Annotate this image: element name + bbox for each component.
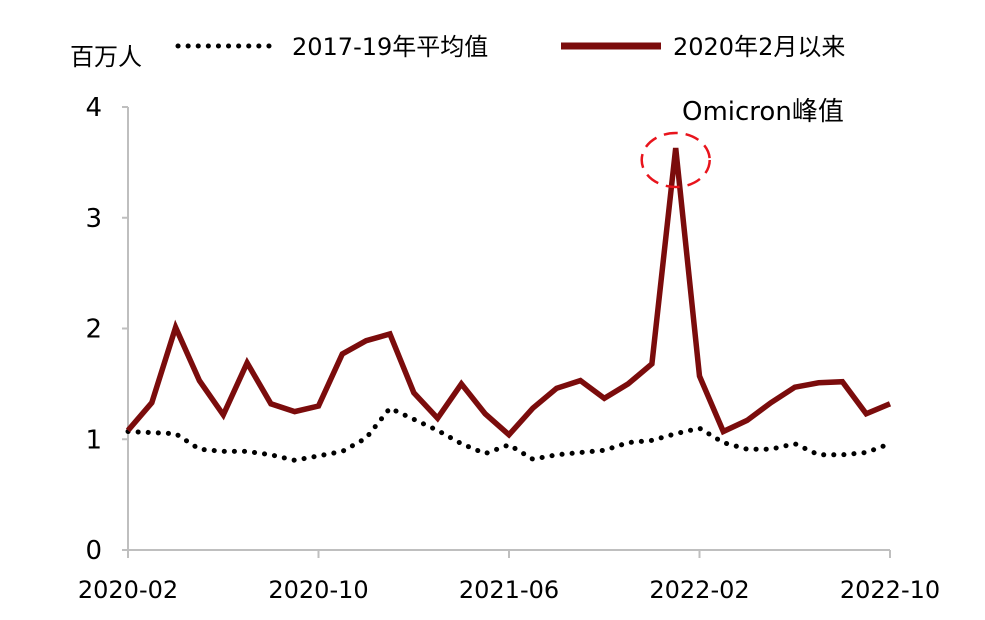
y-tick-label: 4	[85, 93, 102, 123]
x-tick-label: 2022-10	[840, 576, 940, 604]
y-tick-label: 2	[85, 315, 102, 345]
x-tick-label: 2022-02	[649, 576, 749, 604]
omicron-peak-marker	[640, 131, 711, 189]
legend-label-average: 2017-19年平均值	[292, 33, 488, 61]
series-line-average	[125, 405, 893, 463]
x-tick-label: 2020-02	[78, 576, 178, 604]
y-axis-unit-label: 百万人	[70, 43, 142, 71]
legend-label-current: 2020年2月以来	[673, 33, 845, 61]
x-tick-label: 2021-06	[459, 576, 559, 604]
y-tick-label: 3	[85, 204, 102, 234]
x-tick-label: 2020-10	[268, 576, 368, 604]
series-line-current	[125, 147, 892, 439]
y-tick-label: 0	[85, 536, 102, 566]
omicron-label: Omicron峰值	[682, 97, 844, 127]
legend: 2017-19年平均值 2020年2月以来	[175, 33, 845, 61]
omicron-annotation: Omicron峰值	[640, 97, 844, 189]
y-tick-label: 1	[85, 425, 102, 455]
